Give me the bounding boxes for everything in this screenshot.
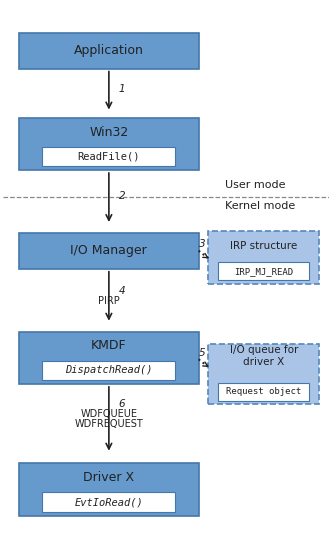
FancyBboxPatch shape: [19, 464, 199, 516]
Text: KMDF: KMDF: [91, 340, 127, 352]
FancyBboxPatch shape: [208, 344, 319, 404]
Text: 4: 4: [119, 286, 125, 296]
Text: WDFREQUEST: WDFREQUEST: [74, 419, 143, 429]
Text: 2: 2: [119, 191, 125, 201]
Text: ReadFile(): ReadFile(): [78, 151, 140, 162]
FancyBboxPatch shape: [19, 332, 199, 384]
Text: User mode: User mode: [225, 181, 285, 191]
Text: I/O Manager: I/O Manager: [70, 244, 147, 258]
FancyBboxPatch shape: [19, 233, 199, 269]
FancyBboxPatch shape: [42, 361, 175, 380]
Text: IRP structure: IRP structure: [230, 240, 297, 250]
Text: IRP_MJ_READ: IRP_MJ_READ: [234, 267, 293, 276]
FancyBboxPatch shape: [19, 33, 199, 69]
Text: DispatchRead(): DispatchRead(): [65, 366, 153, 376]
Text: EvtIoRead(): EvtIoRead(): [74, 497, 143, 507]
Text: Request object: Request object: [226, 387, 301, 396]
Text: 1: 1: [119, 84, 125, 94]
Text: PIRP: PIRP: [98, 296, 120, 306]
FancyBboxPatch shape: [218, 382, 309, 401]
Text: 3: 3: [199, 239, 205, 249]
Text: WDFQUEUE: WDFQUEUE: [80, 409, 137, 419]
Text: I/O queue for
driver X: I/O queue for driver X: [230, 345, 298, 367]
FancyBboxPatch shape: [42, 147, 175, 166]
Text: Win32: Win32: [89, 126, 128, 138]
Text: 6: 6: [119, 399, 125, 409]
Text: Kernel mode: Kernel mode: [225, 201, 295, 211]
Text: 5: 5: [199, 348, 205, 358]
Text: Driver X: Driver X: [83, 471, 134, 484]
FancyBboxPatch shape: [19, 118, 199, 170]
FancyBboxPatch shape: [218, 262, 309, 280]
Text: Application: Application: [74, 44, 144, 57]
FancyBboxPatch shape: [42, 492, 175, 512]
FancyBboxPatch shape: [208, 232, 319, 284]
